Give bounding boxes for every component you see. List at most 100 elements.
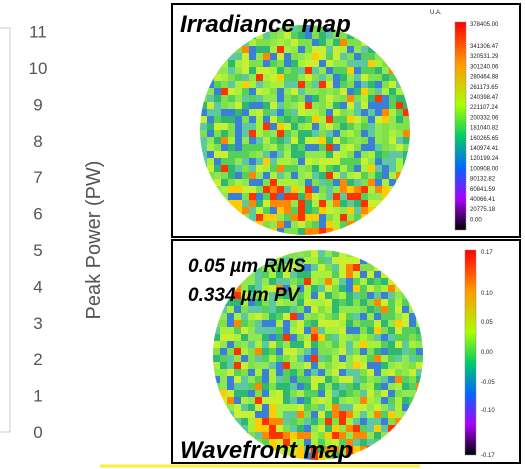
pixel [389, 130, 397, 138]
pixel [249, 109, 257, 117]
pixel [256, 60, 264, 68]
pixel [228, 172, 236, 180]
pixel [241, 292, 249, 300]
pixel [290, 285, 298, 293]
pixel [367, 285, 375, 293]
pixel [248, 292, 256, 300]
pixel [332, 390, 340, 398]
pixel [262, 278, 270, 286]
pixel [319, 221, 327, 229]
pixel [291, 130, 299, 138]
pixel [290, 306, 298, 314]
colorbar-label: -0.05 [481, 380, 495, 386]
pixel [333, 102, 341, 110]
pixel [361, 109, 369, 117]
pixel [374, 411, 382, 419]
pixel [290, 446, 298, 454]
pixel [332, 271, 340, 279]
pixel [312, 32, 320, 40]
pixel [374, 292, 382, 300]
pixel [290, 348, 298, 356]
pixel [284, 67, 292, 75]
pixel [361, 53, 369, 61]
pixel [235, 109, 243, 117]
pixel [284, 32, 292, 40]
pixel [375, 186, 383, 194]
pixel [318, 313, 326, 321]
pixel [305, 123, 313, 131]
pixel [277, 172, 285, 180]
pixel [256, 39, 264, 47]
pixel [221, 88, 229, 96]
pixel [311, 376, 319, 384]
pixel [248, 348, 256, 356]
pixel [263, 67, 271, 75]
pixel [255, 299, 263, 307]
pixel [375, 151, 383, 159]
pixel [318, 439, 326, 447]
pixel [270, 67, 278, 75]
pixel [347, 186, 355, 194]
pixel [248, 271, 256, 279]
pixel [248, 313, 256, 321]
pixel [416, 355, 423, 363]
pixel [409, 341, 417, 349]
pixel [368, 158, 376, 166]
pixel [339, 320, 347, 328]
pixel [332, 397, 340, 405]
pixel [255, 418, 263, 426]
pixel [339, 327, 347, 335]
pixel [368, 123, 376, 131]
pixel [332, 327, 340, 335]
pixel [403, 102, 410, 110]
pixel [255, 327, 263, 335]
pixel [340, 95, 348, 103]
pixel [318, 383, 326, 391]
pixel [305, 228, 313, 235]
pixel [234, 369, 242, 377]
pixel [347, 137, 355, 145]
pixel [361, 130, 369, 138]
pixel [298, 46, 306, 54]
pixel [284, 179, 292, 187]
pixel [311, 313, 319, 321]
pixel [214, 144, 222, 152]
pixel [256, 123, 264, 131]
pixel [256, 172, 264, 180]
pixel [402, 334, 410, 342]
pixel [319, 158, 327, 166]
pixel [326, 193, 334, 201]
pixel [319, 39, 327, 47]
pixel [228, 123, 236, 131]
pixel [270, 130, 278, 138]
pixel [234, 334, 242, 342]
pixel [220, 348, 228, 356]
pixel [304, 390, 312, 398]
pixel [347, 95, 355, 103]
pixel [249, 88, 257, 96]
pixel [276, 313, 284, 321]
pixel [298, 186, 306, 194]
pixel [332, 369, 340, 377]
pixel [249, 165, 257, 173]
pixel [353, 355, 361, 363]
pixel [220, 390, 228, 398]
pixel [403, 137, 410, 145]
pixel [353, 264, 361, 272]
pixel [304, 425, 312, 433]
pixel [311, 369, 319, 377]
colorbar-label: 320531.29 [470, 54, 499, 60]
pixel [319, 228, 327, 235]
pixel [388, 397, 396, 405]
pixel [340, 207, 348, 215]
pixel [228, 179, 236, 187]
pixel [353, 306, 361, 314]
pixel [339, 306, 347, 314]
pixel [318, 453, 326, 460]
pixel [367, 439, 375, 447]
pixel [396, 144, 404, 152]
pixel [360, 299, 368, 307]
pixel [382, 74, 390, 82]
pixel [276, 306, 284, 314]
pixel [228, 186, 236, 194]
